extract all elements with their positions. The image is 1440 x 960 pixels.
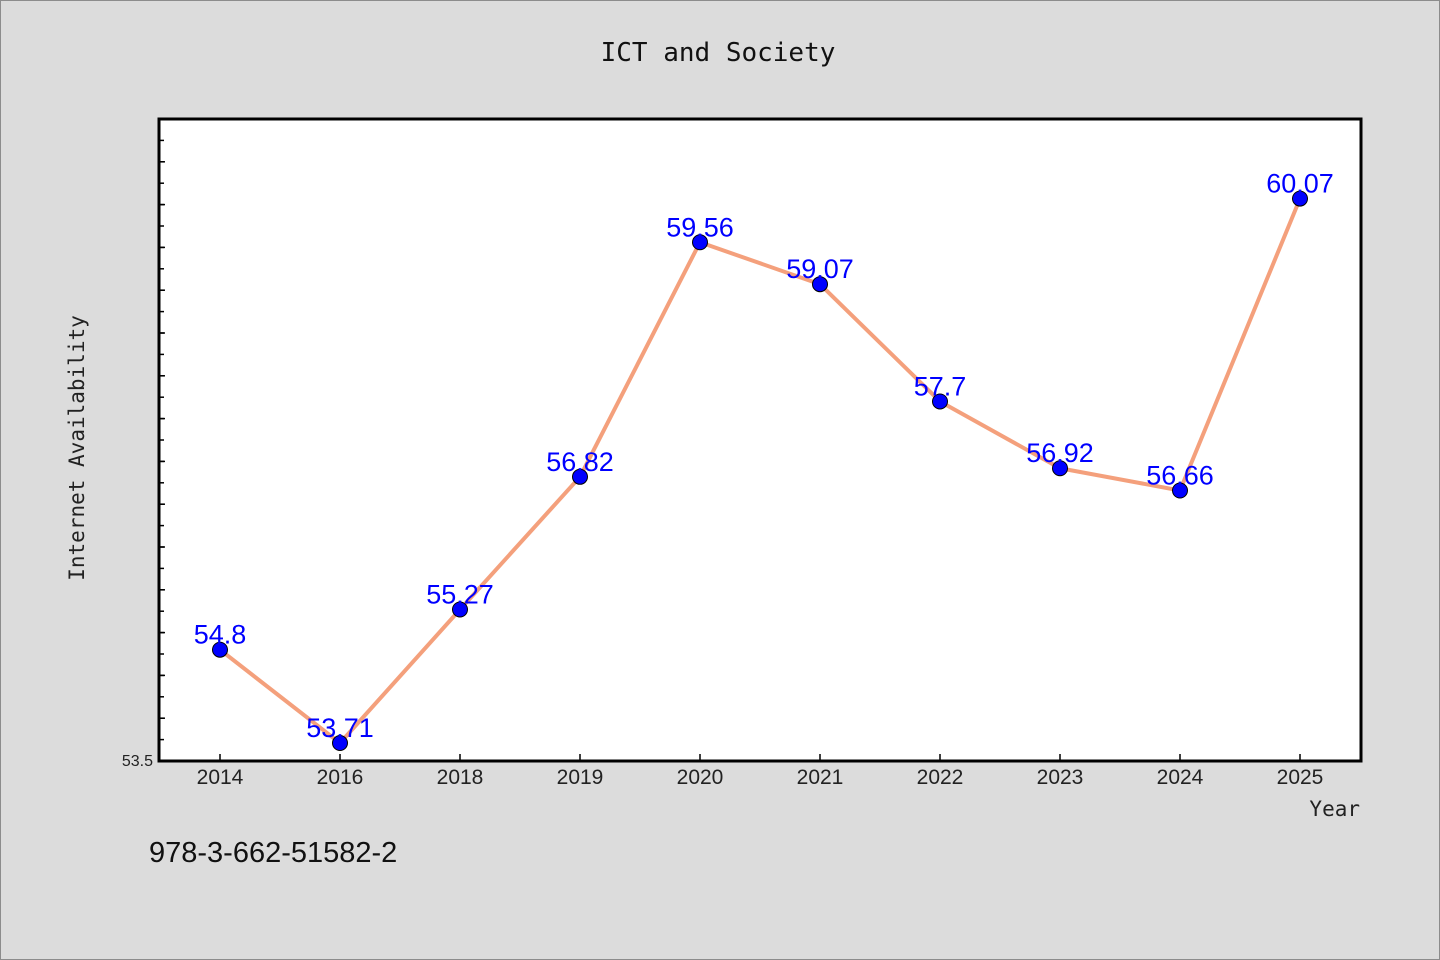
data-point [212, 641, 228, 658]
data-point [1292, 190, 1308, 207]
y-axis-min-label: 53.5 [122, 753, 153, 770]
isbn-text: 978-3-662-51582-2 [149, 837, 397, 869]
x-tick-label: 2019 [557, 766, 604, 789]
x-tick-label: 2022 [917, 766, 964, 789]
data-point [692, 234, 708, 251]
x-tick-label: 2016 [317, 766, 364, 789]
x-axis-ticks [219, 754, 1301, 761]
data-label: 56.82 [546, 447, 614, 477]
data-label: 56.66 [1146, 461, 1214, 491]
data-point [332, 735, 348, 752]
x-axis-title: Year [1309, 797, 1360, 821]
x-tick-label: 2024 [1157, 766, 1204, 789]
y-axis-ticks [159, 139, 165, 741]
data-point [452, 601, 468, 618]
x-tick-label: 2021 [797, 766, 844, 789]
x-tick-label: 2020 [677, 766, 724, 789]
data-point [1172, 482, 1188, 499]
data-point [812, 276, 828, 293]
data-point [572, 468, 588, 485]
data-label: 56.92 [1026, 438, 1094, 468]
plot-area [157, 117, 1363, 763]
data-label: 57.7 [914, 371, 967, 401]
x-tick-label: 2025 [1277, 766, 1324, 789]
chart-title: ICT and Society [601, 38, 836, 68]
data-point [932, 393, 948, 410]
data-label: 55.27 [426, 579, 494, 609]
data-label: 54.8 [194, 620, 247, 650]
x-tick-label: 2014 [197, 766, 244, 789]
series-line [218, 197, 1302, 746]
data-label: 59.56 [666, 212, 734, 242]
x-axis-tick-labels: 2014 2016 2018 2019 2020 2021 2022 2023 2024 2025 [197, 766, 1324, 789]
data-label: 60.07 [1266, 169, 1334, 199]
data-point [1052, 460, 1068, 477]
y-axis-title: Internet Availability [65, 315, 89, 581]
x-tick-label: 2018 [437, 766, 484, 789]
data-label: 59.07 [786, 254, 854, 284]
x-tick-label: 2023 [1037, 766, 1084, 789]
data-label: 53.71 [306, 713, 374, 743]
series-layer: 54.8 53.71 55.27 56.82 59.56 59.07 57.7 56.92 56… [194, 169, 1334, 752]
